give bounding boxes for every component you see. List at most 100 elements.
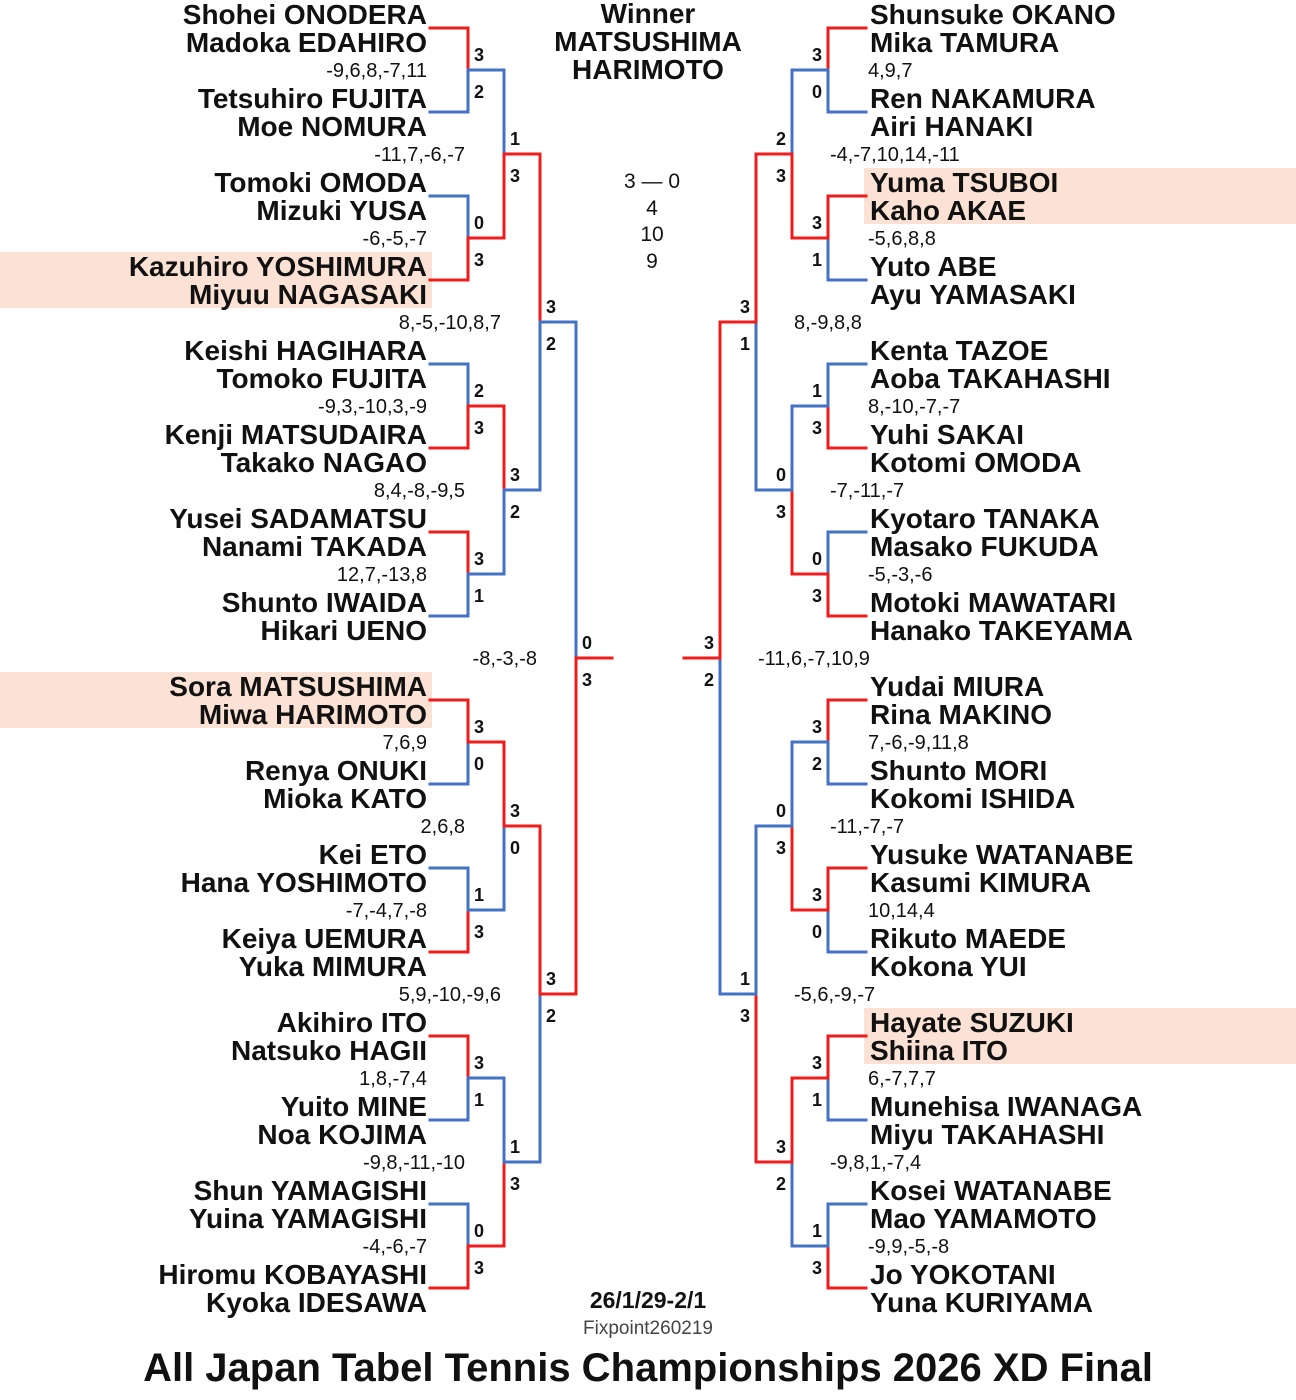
match-score-top: 2 [474,381,484,401]
match-score-top: 0 [812,549,822,569]
match-score-top: 0 [474,1221,484,1241]
player-name: Rikuto MAEDE [870,923,1066,954]
match-score-top: 0 [776,465,786,485]
match-score-top: 3 [546,297,556,317]
fixpoint-label: Fixpoint260219 [583,1318,713,1339]
match-score-bottom: 3 [510,1174,520,1194]
player-name: Keishi HAGIHARA [184,335,427,366]
game-scores: -4,-6,-7 [363,1236,427,1258]
game-scores: 1,8,-7,4 [359,1068,427,1090]
player-name: Akihiro ITO [277,1007,427,1038]
player-name: Mika TAMURA [870,27,1059,58]
player-name: Aoba TAKAHASHI [870,363,1111,394]
final-match-score: 3 — 0 [623,170,681,193]
highlight-band [0,252,432,308]
winner-player-1: MATSUSHIMA [554,26,742,57]
game-scores: -9,6,8,-7,11 [326,60,427,82]
match-score-bottom: 3 [510,166,520,186]
match-score-bottom: 1 [812,1090,822,1110]
match-score-top: 3 [474,1053,484,1073]
player-name: Kyoka IDESAWA [206,1287,427,1318]
game-scores: -11,6,-7,10,9 [758,648,870,670]
match-score-top: 1 [510,129,520,149]
match-score-bottom: 3 [474,922,484,942]
player-name: Kenta TAZOE [870,335,1048,366]
player-name: Mioka KATO [263,783,427,814]
game-scores: -6,-5,-7 [363,228,427,250]
player-name: Takako NAGAO [221,447,427,478]
match-score-top: 3 [776,1137,786,1157]
player-name: Tomoko FUJITA [216,363,427,394]
game-scores: -5,6,8,8 [868,228,936,250]
player-name: Kosei WATANABE [870,1175,1112,1206]
player-name: Shun YAMAGISHI [194,1175,427,1206]
game-scores: -5,-3,-6 [868,564,932,586]
match-score-top: 1 [812,381,822,401]
match-score-top: 1 [740,969,750,989]
match-score-bottom: 1 [740,334,750,354]
match-score-bottom: 3 [776,838,786,858]
match-score-top: 3 [546,969,556,989]
player-name: Mao YAMAMOTO [870,1203,1097,1234]
player-name: Kotomi OMODA [870,447,1082,478]
game-scores: 7,-6,-9,11,8 [868,732,969,754]
player-name: Hiromu KOBAYASHI [158,1259,427,1290]
player-name: Airi HANAKI [870,111,1033,142]
highlight-band [864,168,1296,224]
game-scores: -7,-11,-7 [830,480,904,502]
match-score-top: 1 [474,885,484,905]
winner-block: Winner MATSUSHIMA HARIMOTO [448,0,848,84]
player-name: Kasumi KIMURA [870,867,1091,898]
player-name: Shunto MORI [870,755,1047,786]
match-score-bottom: 3 [474,1258,484,1278]
player-name: Munehisa IWANAGA [870,1091,1142,1122]
game-scores: 7,6,9 [383,732,427,754]
match-score-bottom: 3 [474,418,484,438]
player-name: Ayu YAMASAKI [870,279,1076,310]
player-name: Renya ONUKI [245,755,427,786]
match-score-bottom: 3 [474,250,484,270]
match-score-bottom: 2 [474,82,484,102]
player-name: Yuka MIMURA [239,951,427,982]
game-scores: 4,9,7 [868,60,912,82]
match-score-bottom: 0 [812,82,822,102]
final-game-score: 9 [646,249,658,273]
player-name: Yuna KURIYAMA [870,1287,1093,1318]
player-name: Miyu TAKAHASHI [870,1119,1104,1150]
match-score-bottom: 2 [510,502,520,522]
player-name: Shunto IWAIDA [222,587,427,618]
page-title: All Japan Tabel Tennis Championships 202… [143,1346,1153,1390]
game-scores: -8,-3,-8 [473,648,537,670]
player-name: Kei ETO [319,839,427,870]
match-score-top: 3 [474,717,484,737]
match-score-top: 1 [812,1221,822,1241]
game-scores: -5,6,-9,-7 [794,984,875,1006]
player-name: Yuhi SAKAI [870,419,1024,450]
match-score-top: 3 [812,885,822,905]
player-name: Yuina YAMAGISHI [189,1203,427,1234]
game-scores: 6,-7,7,7 [868,1068,936,1090]
highlight-band [864,1008,1296,1064]
player-name: Tetsuhiro FUJITA [198,83,427,114]
match-score-bottom: 2 [812,754,822,774]
player-name: Yusuke WATANABE [870,839,1133,870]
match-score-top: 3 [510,801,520,821]
match-score-bottom: 1 [812,250,822,270]
player-name: Shohei ONODERA [183,0,427,30]
player-name: Kenji MATSUDAIRA [165,419,427,450]
player-name: Yuito MINE [281,1091,427,1122]
highlight-band [0,672,432,728]
match-score-bottom: 3 [812,418,822,438]
match-score-top: 0 [582,633,592,653]
game-scores: 8,-5,-10,8,7 [399,312,501,334]
game-scores: -11,-7,-7 [830,816,904,838]
player-name: Hana YOSHIMOTO [181,867,427,898]
player-name: Masako FUKUDA [870,531,1099,562]
player-name: Jo YOKOTANI [870,1259,1056,1290]
match-score-bottom: 0 [474,754,484,774]
game-scores: 10,14,4 [868,900,935,922]
player-name: Moe NOMURA [237,111,427,142]
player-name: Kaho AKAE [870,195,1026,226]
match-score-bottom: 3 [776,502,786,522]
